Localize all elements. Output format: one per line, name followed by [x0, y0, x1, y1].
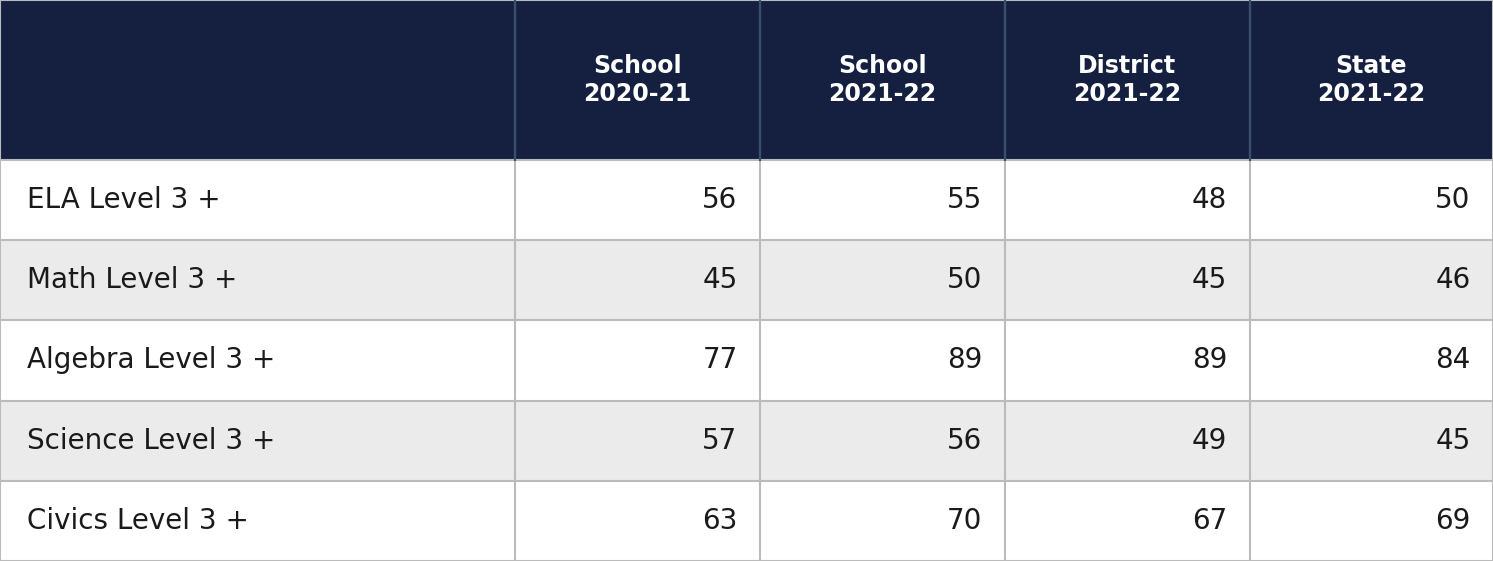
- Bar: [760, 0, 1005, 160]
- Bar: [0, 320, 515, 401]
- Bar: [0, 160, 515, 240]
- Bar: [515, 240, 760, 320]
- Bar: [760, 160, 1005, 240]
- Text: 84: 84: [1435, 347, 1471, 374]
- Bar: [1005, 401, 1250, 481]
- Text: 89: 89: [1191, 347, 1227, 374]
- Text: 45: 45: [1435, 427, 1471, 454]
- Text: 67: 67: [1191, 507, 1227, 535]
- Bar: [760, 481, 1005, 561]
- Text: ELA Level 3 +: ELA Level 3 +: [27, 186, 221, 214]
- Text: 56: 56: [947, 427, 982, 454]
- Bar: [0, 240, 515, 320]
- Bar: [760, 320, 1005, 401]
- Bar: [515, 160, 760, 240]
- Text: State
2021-22: State 2021-22: [1317, 54, 1426, 106]
- Bar: [1005, 160, 1250, 240]
- Bar: [0, 481, 515, 561]
- Bar: [515, 481, 760, 561]
- Text: 77: 77: [702, 347, 738, 374]
- Bar: [515, 401, 760, 481]
- Text: School
2020-21: School 2020-21: [584, 54, 691, 106]
- Text: 50: 50: [947, 266, 982, 294]
- Text: 69: 69: [1435, 507, 1471, 535]
- Text: 45: 45: [702, 266, 738, 294]
- Text: 89: 89: [947, 347, 982, 374]
- Bar: [1005, 240, 1250, 320]
- Text: School
2021-22: School 2021-22: [829, 54, 936, 106]
- Bar: [515, 320, 760, 401]
- Bar: [1250, 320, 1493, 401]
- Text: Civics Level 3 +: Civics Level 3 +: [27, 507, 249, 535]
- Bar: [1250, 0, 1493, 160]
- Bar: [1250, 160, 1493, 240]
- Bar: [515, 0, 760, 160]
- Bar: [1005, 0, 1250, 160]
- Bar: [1005, 320, 1250, 401]
- Text: 45: 45: [1191, 266, 1227, 294]
- Bar: [1005, 481, 1250, 561]
- Text: 50: 50: [1435, 186, 1471, 214]
- Text: 48: 48: [1191, 186, 1227, 214]
- Text: 57: 57: [702, 427, 738, 454]
- Bar: [760, 240, 1005, 320]
- Text: 49: 49: [1191, 427, 1227, 454]
- Text: Math Level 3 +: Math Level 3 +: [27, 266, 237, 294]
- Bar: [0, 0, 515, 160]
- Text: 55: 55: [947, 186, 982, 214]
- Text: 46: 46: [1435, 266, 1471, 294]
- Bar: [1250, 240, 1493, 320]
- Text: Science Level 3 +: Science Level 3 +: [27, 427, 275, 454]
- Text: 56: 56: [702, 186, 738, 214]
- Bar: [1250, 481, 1493, 561]
- Text: Algebra Level 3 +: Algebra Level 3 +: [27, 347, 275, 374]
- Bar: [1250, 401, 1493, 481]
- Bar: [760, 401, 1005, 481]
- Text: District
2021-22: District 2021-22: [1073, 54, 1181, 106]
- Text: 63: 63: [702, 507, 738, 535]
- Bar: [0, 401, 515, 481]
- Text: 70: 70: [947, 507, 982, 535]
